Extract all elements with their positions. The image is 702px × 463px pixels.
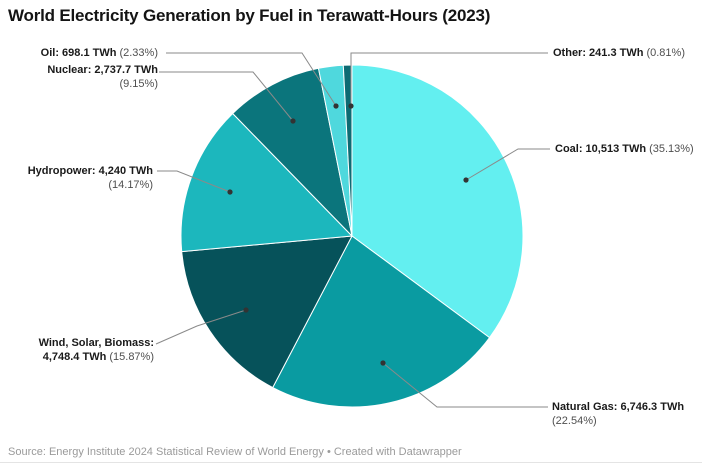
pie-slices-group [180, 64, 524, 408]
slice-label-wsb-pct: (15.87%) [109, 351, 154, 363]
leader-line-natural-gas [382, 362, 548, 408]
slice-label-nuclear-pct: (9.15%) [119, 78, 158, 90]
leader-line-other [350, 52, 548, 106]
leader-dot-other [348, 103, 354, 109]
pie-slice-nuclear [232, 67, 353, 237]
slice-label-other-pct: (0.81%) [646, 47, 685, 59]
slice-label-oil-pct: (2.33%) [119, 47, 158, 59]
slice-label-oil: Oil: 698.1 TWh (2.33%) [41, 46, 158, 60]
slice-label-wind-solar-biomass: Wind, Solar, Biomass: 4,748.4 TWh (15.87… [39, 336, 154, 364]
slice-label-natural-gas-pct: (22.54%) [552, 415, 597, 427]
slice-label-other-value: Other: 241.3 TWh [553, 47, 644, 59]
leader-line-coal [465, 148, 550, 181]
pie-slice-natural-gas [272, 235, 491, 408]
leader-dot-oil [333, 103, 339, 109]
leader-dot-hydropower [227, 189, 233, 195]
leader-line-wind-solar-biomass [155, 309, 247, 345]
leader-dot-nuclear [290, 118, 296, 124]
slice-label-other: Other: 241.3 TWh (0.81%) [553, 46, 685, 60]
slice-label-coal: Coal: 10,513 TWh (35.13%) [555, 142, 694, 156]
slice-label-hydropower: Hydropower: 4,240 TWh (14.17%) [28, 164, 153, 192]
slice-label-hydropower-pct: (14.17%) [108, 179, 153, 191]
slice-label-natural-gas-value: Natural Gas: 6,746.3 TWh [552, 401, 685, 413]
chart-title: World Electricity Generation by Fuel in … [8, 6, 491, 25]
slice-label-nuclear: Nuclear: 2,737.7 TWh (9.15%) [47, 63, 158, 91]
leader-dots-group [227, 103, 469, 366]
leader-dot-wind-solar-biomass [243, 307, 249, 313]
slice-label-wsb-value: 4,748.4 TWh [42, 351, 107, 363]
slice-label-natural-gas: Natural Gas: 6,746.3 TWh (22.54%) [552, 400, 684, 428]
slice-label-nuclear-value: Nuclear: 2,737.7 TWh [47, 64, 158, 76]
slice-label-oil-value: Oil: 698.1 TWh [40, 47, 117, 59]
leader-dot-coal [463, 177, 469, 183]
source-note: Source: Energy Institute 2024 Statistica… [8, 446, 462, 458]
slice-label-wsb-name: Wind, Solar, Biomass: [38, 337, 154, 349]
leader-line-nuclear [159, 71, 294, 122]
slice-label-coal-pct: (35.13%) [649, 143, 694, 155]
slice-label-coal-value: Coal: 10,513 TWh [555, 143, 647, 155]
pie-slice-wind-solar-biomass [181, 235, 353, 389]
leader-dot-natural-gas [380, 360, 386, 366]
leader-line-hydropower [157, 170, 231, 193]
leader-line-oil [166, 52, 337, 107]
pie-slice-coal [351, 64, 524, 339]
slice-label-hydropower-value: Hydropower: 4,240 TWh [27, 165, 153, 177]
leader-lines-group [155, 52, 550, 408]
